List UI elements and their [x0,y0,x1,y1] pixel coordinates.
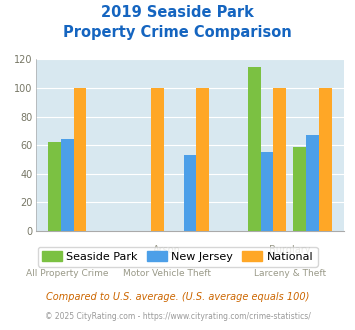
Bar [73,88,86,231]
Text: 2019 Seaside Park: 2019 Seaside Park [101,5,254,20]
Bar [319,88,332,231]
Text: Burglary: Burglary [269,245,311,255]
Bar [61,140,73,231]
Bar [48,142,61,231]
Text: All Property Crime: All Property Crime [26,269,109,278]
Bar [306,135,319,231]
Bar [196,88,209,231]
Text: Arson: Arson [153,245,181,255]
Text: Compared to U.S. average. (U.S. average equals 100): Compared to U.S. average. (U.S. average … [46,292,309,302]
Legend: Seaside Park, New Jersey, National: Seaside Park, New Jersey, National [38,247,317,267]
Text: Property Crime Comparison: Property Crime Comparison [63,25,292,40]
Text: Larceny & Theft: Larceny & Theft [254,269,326,278]
Bar [273,88,286,231]
Bar [248,67,261,231]
Bar [261,152,273,231]
Text: Motor Vehicle Theft: Motor Vehicle Theft [123,269,211,278]
Bar [184,155,196,231]
Bar [151,88,164,231]
Bar [294,147,306,231]
Text: © 2025 CityRating.com - https://www.cityrating.com/crime-statistics/: © 2025 CityRating.com - https://www.city… [45,312,310,321]
